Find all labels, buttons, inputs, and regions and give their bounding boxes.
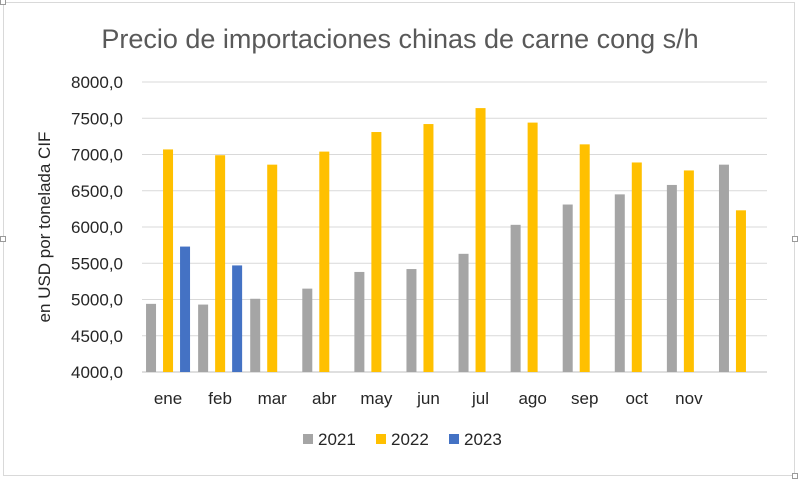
bar-2022-abr xyxy=(319,151,330,372)
y-axis-label: en USD por tonelada CIF xyxy=(35,132,54,323)
x-tick-label: jul xyxy=(471,389,489,408)
bar-2022-ene xyxy=(163,149,174,372)
bar-2022-dic xyxy=(735,210,746,372)
bar-2022-jun xyxy=(423,124,434,372)
legend-label-2023: 2023 xyxy=(464,430,502,449)
resize-handle-left[interactable] xyxy=(0,236,6,242)
y-tick-label: 5500,0 xyxy=(71,254,123,273)
x-tick-label: nov xyxy=(675,389,703,408)
x-tick-label: ago xyxy=(518,389,546,408)
bar-2022-may xyxy=(371,132,382,372)
legend-swatch-2021 xyxy=(303,434,313,444)
bar-2021-jun xyxy=(406,269,417,372)
y-tick-label: 4000,0 xyxy=(71,363,123,382)
bar-2022-jul xyxy=(475,108,486,372)
y-tick-label: 7000,0 xyxy=(71,146,123,165)
bar-2022-sep xyxy=(579,144,590,372)
bar-2021-abr xyxy=(302,288,313,372)
bar-2021-may xyxy=(354,271,365,372)
bar-2021-oct xyxy=(614,194,625,372)
bar-2023-ene xyxy=(180,246,191,372)
resize-handle-right[interactable] xyxy=(792,236,798,242)
resize-handle-bottom-right[interactable] xyxy=(792,473,798,479)
y-tick-label: 8000,0 xyxy=(71,73,123,92)
x-tick-label: sep xyxy=(571,389,598,408)
x-tick-labels: ene feb mar abr may jun jul ago sep oct nov xyxy=(154,389,703,408)
y-tick-label: 6000,0 xyxy=(71,218,123,237)
bar-2021-feb xyxy=(198,304,209,372)
x-tick-label: abr xyxy=(312,389,337,408)
bar-2021-nov xyxy=(666,184,677,372)
bar-2021-dic xyxy=(718,164,729,372)
bars xyxy=(146,108,746,372)
gridlines xyxy=(142,81,767,373)
bar-2023-feb xyxy=(232,265,243,372)
y-tick-label: 4500,0 xyxy=(71,327,123,346)
x-tick-label: feb xyxy=(208,389,232,408)
x-tick-label: may xyxy=(360,389,393,408)
bar-2021-mar xyxy=(250,298,261,372)
bar-2021-sep xyxy=(562,204,573,372)
bar-2021-ago xyxy=(510,224,521,372)
bar-2022-nov xyxy=(683,170,694,372)
y-tick-label: 5000,0 xyxy=(71,291,123,310)
bar-2022-mar xyxy=(267,164,278,372)
bar-2021-ene xyxy=(146,303,157,372)
resize-handle-top-left[interactable] xyxy=(0,0,6,5)
legend-swatch-2022 xyxy=(376,434,386,444)
y-tick-label: 7500,0 xyxy=(71,109,123,128)
x-tick-label: ene xyxy=(154,389,182,408)
chart-title: Precio de importaciones chinas de carne … xyxy=(101,24,698,54)
bar-2021-jul xyxy=(458,253,469,372)
bar-2022-oct xyxy=(631,162,642,372)
legend-label-2022: 2022 xyxy=(391,430,429,449)
y-tick-label: 6500,0 xyxy=(71,182,123,201)
x-tick-label: oct xyxy=(625,389,648,408)
x-tick-label: jun xyxy=(416,389,440,408)
legend: 2021 2022 2023 xyxy=(303,430,502,449)
bar-2022-ago xyxy=(527,122,538,372)
bar-2022-feb xyxy=(215,155,226,372)
legend-label-2021: 2021 xyxy=(318,430,356,449)
y-tick-labels: 4000,0 4500,0 5000,0 5500,0 6000,0 6500,0 7000… xyxy=(71,73,123,382)
legend-swatch-2023 xyxy=(449,434,459,444)
x-tick-label: mar xyxy=(258,389,288,408)
